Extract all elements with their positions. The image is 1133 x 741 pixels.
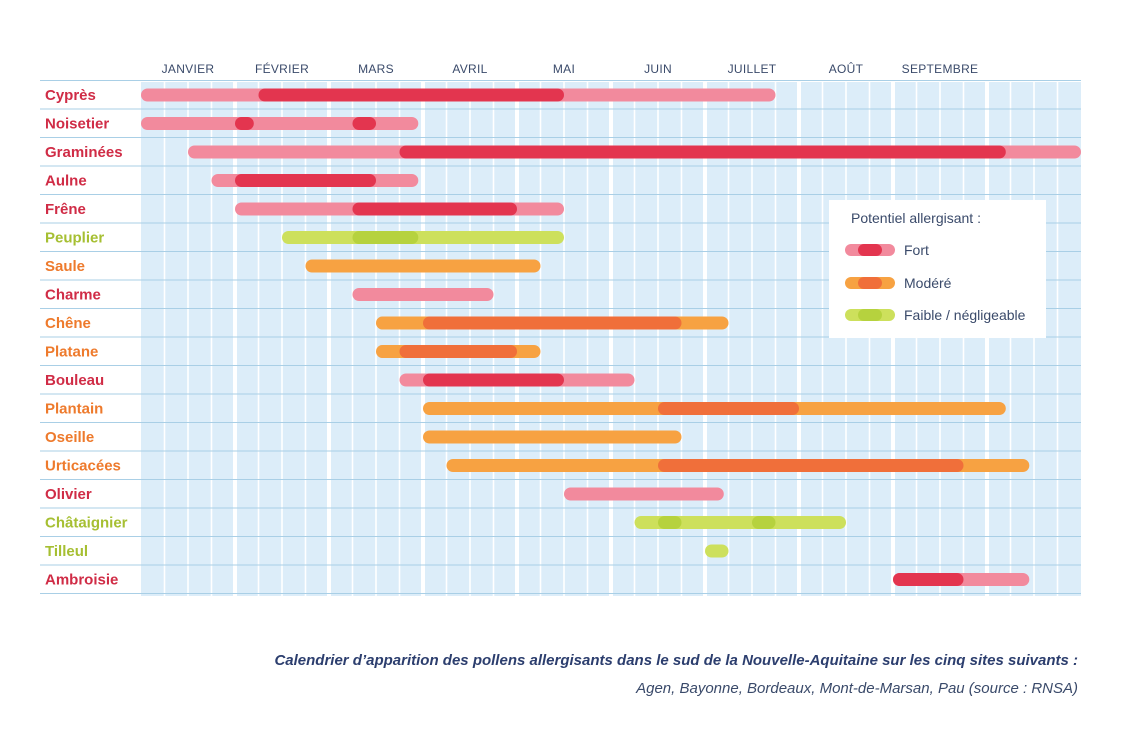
pollen-season-bar (282, 231, 564, 244)
legend-swatch-modere (845, 277, 895, 289)
caption-title: Calendrier d’apparition des pollens alle… (274, 652, 1078, 669)
species-label: Plantain (45, 401, 103, 418)
pollen-peak-bar (352, 231, 419, 244)
pollen-season-bar (141, 117, 419, 130)
pollen-peak-bar (423, 316, 682, 330)
pollen-peak-bar (423, 373, 564, 387)
month-label: JUIN (644, 62, 672, 76)
pollen-peak-bar (352, 117, 376, 130)
pollen-peak-bar (235, 174, 376, 187)
legend-title: Potentiel allergisant : (851, 210, 981, 226)
species-label: Bouleau (45, 372, 104, 389)
species-label: Ambroisie (45, 572, 118, 589)
species-label: Platane (45, 344, 98, 361)
species-label: Oseille (45, 429, 94, 446)
species-label: Chêne (45, 315, 91, 332)
species-label: Cyprès (45, 87, 96, 104)
pollen-peak-bar (258, 88, 564, 102)
pollen-peak-bar (658, 516, 682, 529)
month-label: MAI (553, 62, 575, 76)
month-labels: JANVIER FÉVRIER MARS AVRIL MAI JUIN JUILLET AOÛ… (162, 61, 979, 76)
pollen-season-bar (634, 516, 846, 529)
legend-label-modere: Modéré (904, 275, 952, 291)
month-label: JUILLET (728, 62, 777, 76)
species-label: Charme (45, 287, 101, 304)
species-label: Peuplier (45, 230, 104, 247)
species-label: Noisetier (45, 116, 109, 133)
legend-swatch-faible (845, 309, 895, 321)
legend-swatch-fort (845, 244, 895, 256)
species-labels: Cyprès Noisetier Graminées Aulne Frêne Peupli… (45, 87, 128, 589)
month-label: JANVIER (162, 62, 215, 76)
pollen-bars (141, 88, 1081, 586)
species-label: Frêne (45, 201, 86, 218)
legend: Potentiel allergisant : Fort Modéré Faib… (829, 200, 1046, 338)
pollen-season-bar (423, 430, 682, 444)
legend-item-fort: Fort (845, 240, 929, 260)
pollen-peak-bar (235, 117, 254, 130)
pollen-season-bar (705, 544, 729, 558)
pollen-peak-bar (658, 402, 799, 415)
pollen-season-bar (305, 259, 541, 273)
pollen-peak-bar (352, 202, 517, 216)
month-label: MARS (358, 62, 394, 76)
species-label: Châtaignier (45, 515, 128, 532)
pollen-peak-bar (893, 573, 964, 586)
species-label: Olivier (45, 486, 92, 503)
month-label: SEPTEMBRE (902, 62, 979, 76)
calendar-grid (40, 80, 1081, 596)
month-label: AOÛT (829, 61, 864, 76)
legend-item-modere: Modéré (845, 273, 951, 293)
legend-label-fort: Fort (904, 242, 929, 258)
pollen-peak-bar (658, 459, 964, 472)
month-label: FÉVRIER (255, 61, 309, 76)
pollen-season-bar (564, 487, 724, 501)
pollen-peak-bar (399, 345, 517, 358)
pollen-season-bar (352, 288, 494, 301)
species-label: Saule (45, 258, 85, 275)
species-label: Graminées (45, 144, 123, 161)
pollen-peak-bar (752, 516, 776, 529)
species-label: Tilleul (45, 543, 88, 560)
month-label: AVRIL (452, 62, 487, 76)
legend-item-faible: Faible / négligeable (845, 305, 1025, 325)
species-label: Urticacées (45, 458, 121, 475)
caption-sources: Agen, Bayonne, Bordeaux, Mont-de-Marsan,… (636, 680, 1078, 697)
legend-label-faible: Faible / négligeable (904, 307, 1026, 323)
pollen-peak-bar (399, 145, 1006, 159)
species-label: Aulne (45, 173, 87, 190)
